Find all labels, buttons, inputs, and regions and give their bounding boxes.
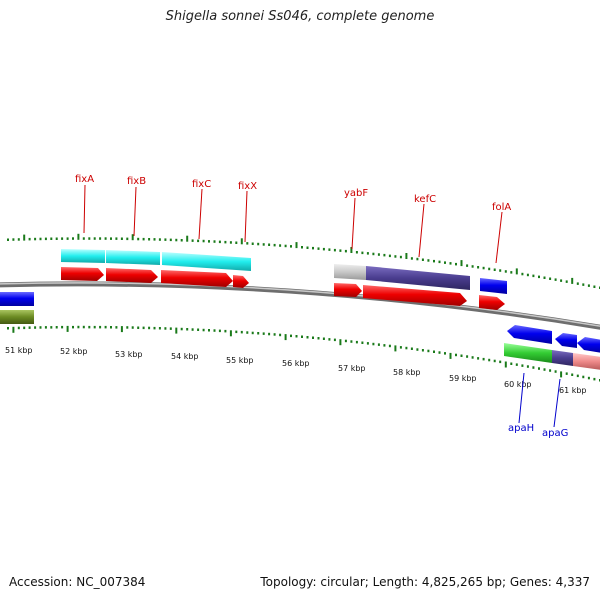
cds-fixC-arrow[interactable] [161,270,233,287]
leader-kefC [418,203,425,258]
gene-label-fixA[interactable]: fixA [75,174,94,185]
scale-label-56: 56 kbp [282,359,310,368]
cds-fixX-arrow[interactable] [233,275,249,288]
scale-label-53: 53 kbp [115,350,143,359]
scale-label-51: 51 kbp [5,346,33,355]
leader-fixC [198,188,203,240]
scale-label-58: 58 kbp [393,368,421,377]
gene-label-fixC[interactable]: fixC [192,179,211,190]
feature-folA-blue[interactable] [480,278,507,294]
forward-cds-track [61,267,505,310]
leader-folA [495,211,503,264]
gene-label-fixX[interactable]: fixX [238,181,257,192]
gene-label-apaG[interactable]: apaG [542,428,568,439]
leader-fixB [133,186,137,237]
genome-summary-text: Topology: circular; Length: 4,825,265 bp… [260,575,590,589]
cds-yabF-arrow[interactable] [334,283,362,297]
feature-apaH-green[interactable] [504,343,552,363]
leader-yabF [351,197,356,250]
leader-fixA [83,184,86,234]
gene-label-kefC[interactable]: kefC [414,194,436,205]
feature-track-outer [61,249,470,290]
feature-fixA-cyan[interactable] [61,249,105,263]
gene-label-yabF[interactable]: yabF [344,188,368,199]
scale-labels: 51 kbp 52 kbp 53 kbp 54 kbp 55 kbp 56 kb… [5,346,587,395]
feature-yabF-grey[interactable] [334,264,366,280]
accession-text: Accession: NC_007384 [9,575,146,589]
cds-right-blue-arrow[interactable] [577,337,600,353]
scale-label-60: 60 kbp [504,380,532,389]
feature-left-olive[interactable] [0,310,34,324]
inner-tick-row [7,325,600,382]
feature-apaG-purple[interactable] [552,350,573,366]
genome-backbone [0,281,600,330]
genome-backbone-highlight [0,282,600,327]
gene-leader-lines [83,184,561,428]
leader-fixX [244,190,248,243]
scale-label-54: 54 kbp [171,352,199,361]
scale-label-57: 57 kbp [338,364,366,373]
cds-folA-arrow[interactable] [479,295,505,310]
scale-label-55: 55 kbp [226,356,254,365]
cds-fixA-arrow[interactable] [61,267,104,281]
leader-apaG [553,378,561,428]
cds-kefC-arrow[interactable] [363,285,467,306]
outer-tick-row [7,233,600,289]
map-title: Shigella sonnei Ss046, complete genome [165,9,435,24]
gene-label-apaH[interactable]: apaH [508,423,534,434]
gene-label-fixB[interactable]: fixB [127,176,146,187]
cds-apaH-blue-arrow[interactable] [507,325,552,344]
cds-apaG-blue-arrow[interactable] [555,333,577,348]
feature-fixB-cyan[interactable] [106,250,160,265]
scale-label-52: 52 kbp [60,347,88,356]
feature-fixC-cyan[interactable] [162,252,251,271]
scale-label-59: 59 kbp [449,374,477,383]
cds-fixB-arrow[interactable] [106,268,158,283]
gene-labels: fixA fixB fixC fixX yabF kefC folA apaH … [75,174,568,439]
gene-label-folA[interactable]: folA [492,202,511,213]
feature-kefC-purple[interactable] [366,266,470,290]
scale-label-61: 61 kbp [559,386,587,395]
leader-apaH [518,372,525,424]
reverse-cds-track [0,278,600,370]
feature-right-pink[interactable] [573,353,600,370]
cds-left-blue[interactable] [0,292,34,306]
